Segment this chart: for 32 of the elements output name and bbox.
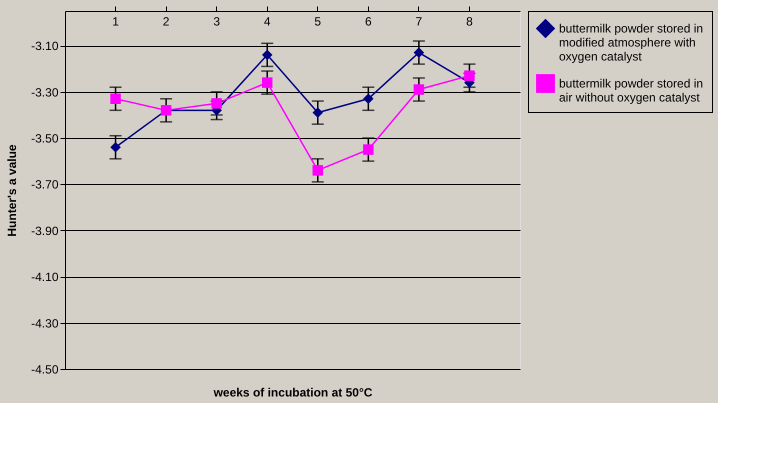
legend-label: buttermilk powder stored in air without oxygen catalyst <box>559 76 704 104</box>
point <box>312 107 324 118</box>
point <box>211 98 222 109</box>
x-tick-label: 4 <box>264 14 271 28</box>
point <box>363 144 374 155</box>
point <box>262 50 272 60</box>
point <box>110 142 121 153</box>
x-tick-label: 7 <box>416 14 423 28</box>
y-tick-label: -4.10 <box>31 270 59 284</box>
y-tick-label: -3.50 <box>31 132 59 146</box>
x-axis-title: weeks of incubation at 50°C <box>212 386 373 400</box>
point <box>414 47 424 58</box>
point <box>262 77 272 88</box>
point <box>312 165 324 176</box>
y-axis-title: Hunter's a value <box>5 144 20 237</box>
y-tick-label: -3.10 <box>31 39 59 54</box>
y-tick-label: -3.70 <box>31 178 59 192</box>
legend-label: buttermilk powder stored in modified atmosphere with oxygen catalyst <box>559 22 704 64</box>
point <box>414 84 424 95</box>
y-tick-label: -3.90 <box>31 224 59 238</box>
x-tick-label: 5 <box>314 14 322 28</box>
y-tick-label: -3.30 <box>31 85 59 100</box>
x-tick-label: 1 <box>112 14 120 28</box>
x-tick-label: 6 <box>364 14 372 28</box>
x-tick-label: 2 <box>162 14 170 28</box>
point <box>110 94 121 104</box>
y-tick-label: -4.50 <box>31 362 59 376</box>
x-tick-label: 3 <box>213 14 220 28</box>
x-tick-label: 8 <box>466 14 474 28</box>
y-tick-label: -4.30 <box>31 316 59 330</box>
point <box>363 94 374 104</box>
point <box>464 70 475 81</box>
